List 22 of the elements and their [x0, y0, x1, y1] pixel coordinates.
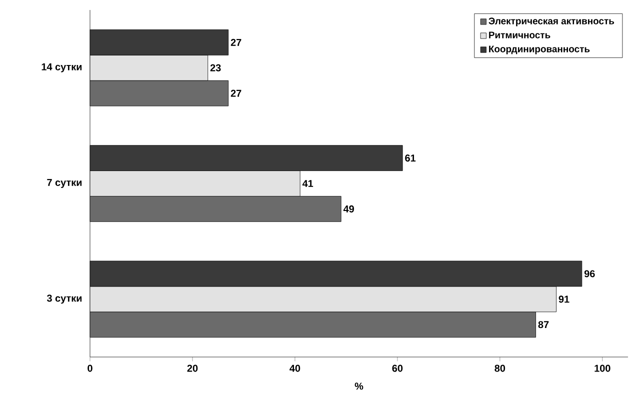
data-label: 49	[343, 205, 354, 212]
data-label: 61	[405, 154, 416, 162]
x-tick-label: 60	[392, 364, 403, 372]
legend-label: Ритмичность	[489, 32, 550, 38]
data-label: 96	[584, 270, 595, 278]
y-tick-label: 3 сутки	[46, 294, 82, 304]
data-label: 23	[210, 64, 221, 72]
x-axis-title: %	[354, 382, 364, 390]
data-label: 91	[558, 296, 570, 303]
x-tick-label: 40	[290, 364, 300, 372]
x-tick-label: 20	[187, 364, 198, 372]
x-tick-label: 80	[494, 364, 506, 372]
y-tick-label: 7 сутки	[47, 179, 82, 188]
x-tick-label: 0	[88, 364, 92, 372]
data-label: 27	[230, 38, 242, 46]
data-label: 87	[538, 321, 549, 328]
data-label: 27	[230, 90, 242, 97]
legend-label: Координированность	[489, 46, 590, 54]
y-tick-label: 14 сутки	[42, 63, 82, 72]
data-label: 41	[302, 180, 314, 187]
legend-label: Электрическая активность	[488, 18, 614, 26]
x-tick-label: 100	[594, 364, 610, 372]
